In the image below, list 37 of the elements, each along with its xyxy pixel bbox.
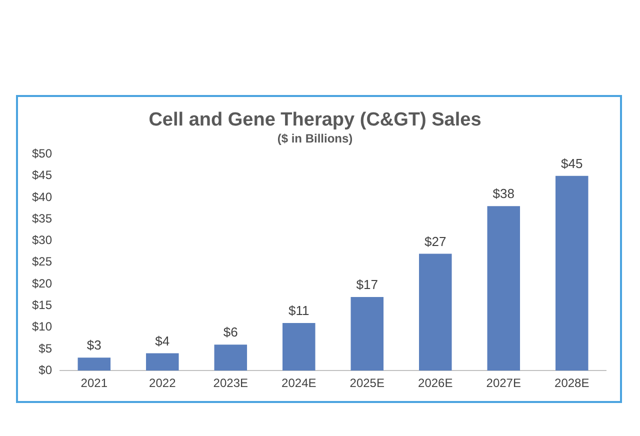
bar — [146, 353, 179, 371]
x-tick-label: 2027E — [486, 376, 521, 390]
bar — [78, 358, 111, 371]
x-tick-label: 2025E — [350, 376, 384, 390]
y-tick-label: $50 — [32, 146, 52, 161]
x-tick-label: 2022 — [149, 376, 176, 390]
x-tick-label: 2028E — [554, 376, 590, 390]
x-tick-label: 2026E — [418, 376, 453, 390]
y-tick-label: $30 — [32, 233, 52, 248]
bar — [487, 206, 520, 371]
chart-title: Cell and Gene Therapy (C&GT) Sales — [148, 110, 482, 131]
data-label: $3 — [86, 338, 102, 353]
bar — [214, 344, 248, 371]
y-tick-label: $45 — [32, 168, 52, 182]
y-tick-label: $25 — [32, 254, 52, 269]
y-tick-label: $20 — [32, 276, 52, 290]
data-label: $27 — [424, 234, 446, 249]
y-tick-label: $15 — [32, 298, 52, 312]
bar — [282, 322, 316, 371]
x-tick-label: 2023E — [213, 376, 248, 390]
data-label: $38 — [492, 186, 514, 202]
data-label: $4 — [155, 333, 170, 348]
data-label: $45 — [561, 156, 583, 171]
data-label: $11 — [288, 303, 310, 318]
y-tick-label: $10 — [32, 320, 52, 334]
chart-subtitle: ($ in Billions) — [277, 131, 353, 146]
bar — [555, 176, 588, 371]
x-tick-label: 2021 — [80, 376, 108, 390]
y-tick-label: $0 — [38, 362, 52, 377]
y-tick-label: $40 — [32, 190, 52, 204]
bar — [350, 297, 384, 371]
y-tick-label: $5 — [38, 341, 52, 356]
data-label: $17 — [356, 277, 378, 292]
data-label: $6 — [223, 324, 238, 340]
y-tick-label: $35 — [32, 211, 52, 226]
bar — [419, 254, 452, 371]
x-tick-label: 2024E — [282, 376, 316, 390]
